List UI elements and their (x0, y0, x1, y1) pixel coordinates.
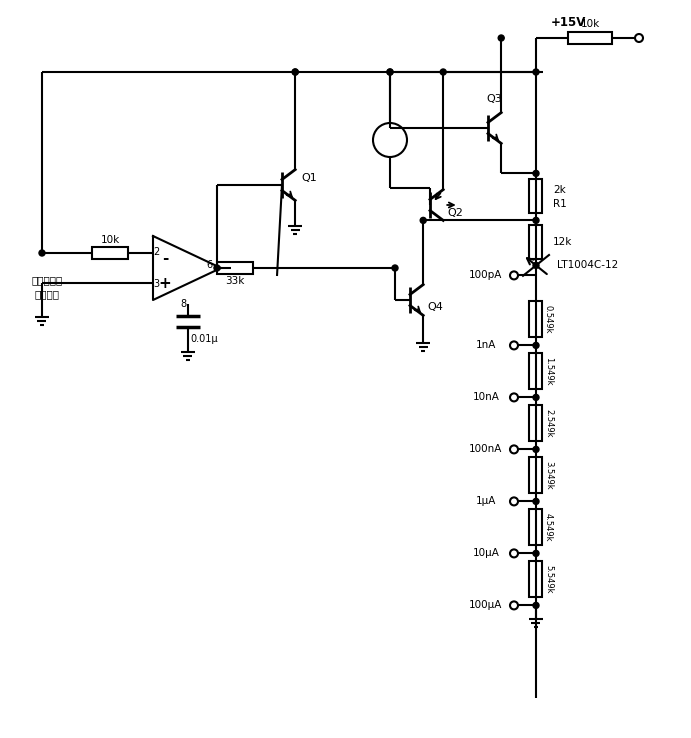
Text: 2: 2 (153, 247, 159, 257)
Text: 1μA: 1μA (476, 497, 496, 506)
Text: 10k: 10k (100, 235, 120, 245)
Circle shape (420, 218, 426, 224)
Circle shape (387, 69, 393, 75)
Text: 0.549k: 0.549k (544, 305, 553, 334)
Text: +: + (159, 275, 171, 291)
Bar (529, 509, 542, 545)
Circle shape (39, 250, 45, 256)
Bar (529, 225, 542, 259)
Circle shape (533, 170, 539, 176)
Bar (217, 262, 253, 274)
Text: 10k: 10k (580, 19, 600, 29)
Text: LT1004C-12: LT1004C-12 (558, 261, 618, 270)
Circle shape (510, 342, 518, 349)
Bar (568, 32, 612, 44)
Text: Q4: Q4 (428, 302, 443, 311)
Circle shape (292, 69, 299, 75)
Text: 3.549k: 3.549k (544, 461, 553, 490)
Circle shape (533, 218, 539, 224)
Bar (92, 247, 128, 259)
Text: 12k: 12k (553, 238, 572, 247)
Text: 10nA: 10nA (473, 393, 500, 402)
Circle shape (292, 69, 299, 75)
Text: Q2: Q2 (447, 207, 463, 218)
Circle shape (510, 497, 518, 506)
Bar (529, 301, 542, 337)
Circle shape (214, 265, 220, 271)
Text: -: - (162, 250, 168, 266)
Text: 0.01μ: 0.01μ (190, 334, 218, 344)
Circle shape (392, 265, 398, 271)
Text: 10μA: 10μA (473, 548, 500, 559)
Bar (529, 354, 542, 390)
Bar (529, 179, 542, 213)
Text: 1.549k: 1.549k (544, 357, 553, 386)
Text: R1: R1 (553, 199, 567, 210)
Circle shape (533, 551, 539, 556)
Text: 100μA: 100μA (469, 601, 502, 610)
Circle shape (533, 446, 539, 452)
Circle shape (510, 549, 518, 557)
Text: 33k: 33k (225, 276, 245, 286)
Text: 100nA: 100nA (469, 444, 502, 455)
Circle shape (533, 69, 539, 75)
Text: 8: 8 (180, 299, 186, 309)
Circle shape (533, 263, 539, 269)
Text: 接醒电极的: 接醒电极的 (31, 275, 63, 285)
Text: Q3: Q3 (486, 94, 502, 104)
Text: 4.549k: 4.549k (544, 513, 553, 542)
Text: 3: 3 (153, 279, 159, 289)
Circle shape (440, 69, 446, 75)
Text: 5.549k: 5.549k (544, 565, 553, 593)
Circle shape (533, 602, 539, 608)
Text: 1nA: 1nA (476, 340, 496, 351)
Circle shape (510, 272, 518, 280)
Circle shape (533, 342, 539, 348)
Circle shape (510, 393, 518, 401)
Text: 2k: 2k (553, 185, 566, 196)
Bar (529, 562, 542, 597)
Bar (529, 458, 542, 494)
Text: 100pA: 100pA (469, 270, 502, 280)
Text: Q1: Q1 (301, 173, 317, 184)
Circle shape (510, 446, 518, 453)
Circle shape (510, 601, 518, 610)
Circle shape (498, 35, 504, 41)
Text: 2.549k: 2.549k (544, 409, 553, 438)
Bar (529, 405, 542, 441)
Text: 6: 6 (206, 260, 212, 270)
Text: +15V: +15V (550, 16, 586, 30)
Circle shape (533, 498, 539, 504)
Circle shape (387, 69, 393, 75)
Text: 测量系统: 测量系统 (35, 289, 59, 299)
Circle shape (533, 394, 539, 401)
